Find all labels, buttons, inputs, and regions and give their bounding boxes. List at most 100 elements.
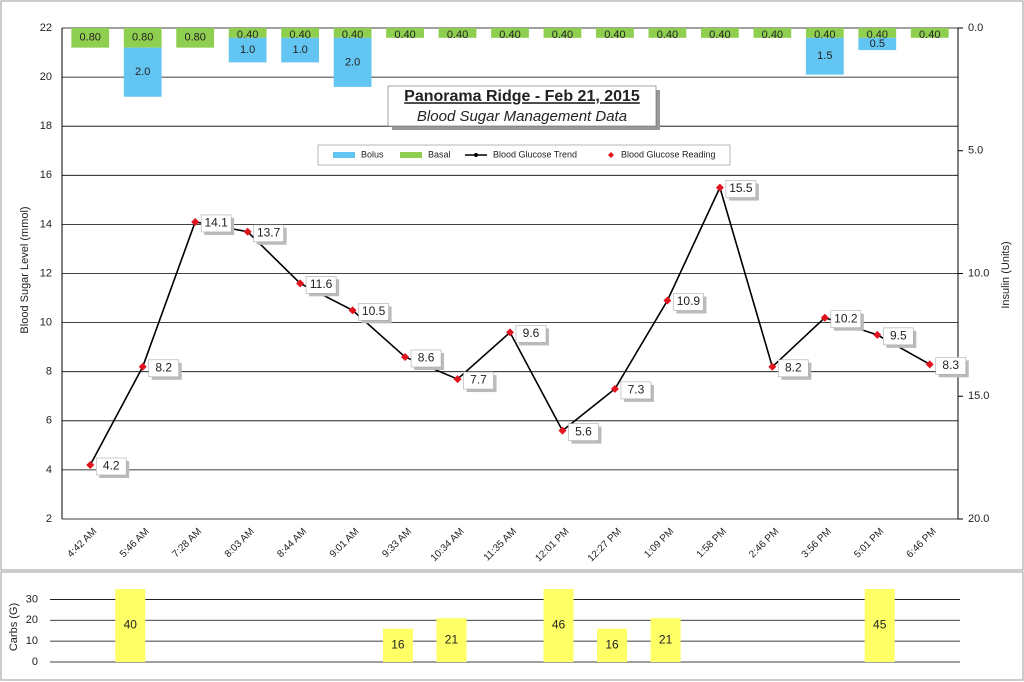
- legend-label: Blood Glucose Reading: [621, 149, 716, 159]
- label-box: [95, 457, 127, 476]
- reading-marker: [506, 328, 514, 337]
- data-label: 11.6: [310, 277, 333, 291]
- bar: [281, 37, 320, 63]
- reading-marker: [401, 352, 410, 361]
- legend-label: Blood Glucose Trend: [493, 149, 577, 159]
- y2-tick-label: 5.0: [968, 145, 983, 157]
- reading-marker: [610, 384, 619, 393]
- chart-subtitle: Blood Sugar Management Data: [417, 108, 627, 125]
- y-tick-label: 8: [46, 366, 52, 378]
- y-tick-label: 20: [40, 71, 52, 83]
- y2-axis-label: Insulin (Units): [1000, 241, 1012, 308]
- bar: [858, 37, 897, 51]
- label-box: [568, 423, 599, 441]
- bar: [650, 618, 681, 662]
- data-label: 9.6: [523, 326, 540, 340]
- data-label: 7.3: [628, 383, 645, 397]
- bar: [597, 628, 628, 662]
- label-box: [305, 276, 337, 294]
- data-label: 14.1: [204, 216, 228, 230]
- bar: [700, 28, 739, 38]
- bar: [910, 28, 949, 38]
- data-label: 8.3: [942, 358, 959, 372]
- reading-marker: [348, 306, 357, 315]
- data-label: 10.9: [677, 294, 701, 308]
- bar: [543, 589, 574, 662]
- bar-value-label: 0.40: [709, 29, 730, 41]
- bar: [753, 28, 792, 38]
- bar-value-label: 0.80: [80, 32, 101, 44]
- bar: [436, 618, 467, 662]
- bar-value-label: 1.0: [292, 44, 307, 56]
- bar: [115, 589, 146, 662]
- bar-value-label: 0.40: [499, 29, 520, 41]
- y-tick-label: 10: [40, 317, 52, 329]
- data-label: 8.6: [418, 351, 435, 365]
- label-box: [725, 180, 757, 198]
- bar: [333, 28, 372, 38]
- label-box: [410, 349, 442, 368]
- data-label: 5.6: [575, 424, 592, 438]
- label-box: [882, 327, 914, 346]
- reading-marker: [925, 360, 934, 369]
- bar-value-label: 0.40: [394, 29, 415, 41]
- y-tick-label: 6: [46, 415, 52, 427]
- y-tick-label: 12: [40, 267, 52, 279]
- reading-marker: [715, 183, 724, 192]
- label-box: [148, 359, 180, 378]
- legend-box: [317, 144, 731, 166]
- bar: [123, 47, 162, 97]
- bar-value-label: 0.40: [447, 29, 468, 41]
- legend-label: Bolus: [361, 149, 384, 159]
- legend-swatch: [333, 152, 355, 158]
- y-tick-label: 10: [26, 635, 38, 647]
- bar: [805, 37, 844, 75]
- bar-value-label: 0.40: [762, 29, 783, 41]
- bar: [386, 28, 424, 38]
- label-box: [515, 325, 547, 343]
- legend-marker: [608, 152, 614, 158]
- reading-marker: [663, 296, 672, 305]
- chart-title: Panorama Ridge - Feb 21, 2015: [404, 88, 640, 105]
- data-label: 9.5: [890, 329, 907, 343]
- data-label: 15.5: [729, 181, 753, 195]
- legend-dot: [474, 153, 478, 157]
- bar: [543, 28, 582, 38]
- y-tick-label: 2: [46, 513, 52, 525]
- y2-tick-label: 15.0: [968, 390, 989, 402]
- bar-value-label: 0.40: [657, 29, 678, 41]
- y2-tick-label: 10.0: [968, 267, 989, 279]
- reading-marker: [296, 279, 305, 288]
- legend-label: Basal: [428, 149, 451, 159]
- y-tick-label: 0: [32, 656, 38, 668]
- bar: [71, 28, 110, 48]
- label-box: [830, 310, 862, 328]
- bar: [438, 28, 477, 38]
- reading-marker: [820, 313, 829, 322]
- y-tick-label: 18: [40, 120, 52, 132]
- y2-tick-label: 20.0: [968, 513, 989, 525]
- data-label: 10.5: [362, 304, 386, 318]
- bar: [228, 28, 267, 38]
- y-tick-label: 4: [46, 464, 52, 476]
- bar: [648, 28, 687, 38]
- bar-value-label: 45: [873, 618, 887, 632]
- bar-value-label: 0.80: [184, 32, 205, 44]
- y-tick-label: 14: [40, 218, 52, 230]
- y-axis-label: Carbs (G): [8, 603, 20, 651]
- label-box: [778, 359, 809, 378]
- label-box: [463, 371, 494, 390]
- reading-marker: [768, 362, 777, 371]
- bar-value-label: 0.40: [919, 29, 940, 41]
- bar-value-label: 0.5: [870, 38, 885, 50]
- carb-bars: [115, 589, 895, 662]
- bar: [864, 589, 895, 662]
- bar: [858, 28, 897, 38]
- y-tick-label: 30: [26, 593, 38, 605]
- label-box: [620, 381, 652, 400]
- data-label: 8.2: [155, 360, 172, 374]
- reading-marker: [873, 330, 882, 339]
- y-tick-label: 16: [40, 169, 52, 181]
- reading-marker: [86, 460, 95, 469]
- bar: [176, 28, 215, 48]
